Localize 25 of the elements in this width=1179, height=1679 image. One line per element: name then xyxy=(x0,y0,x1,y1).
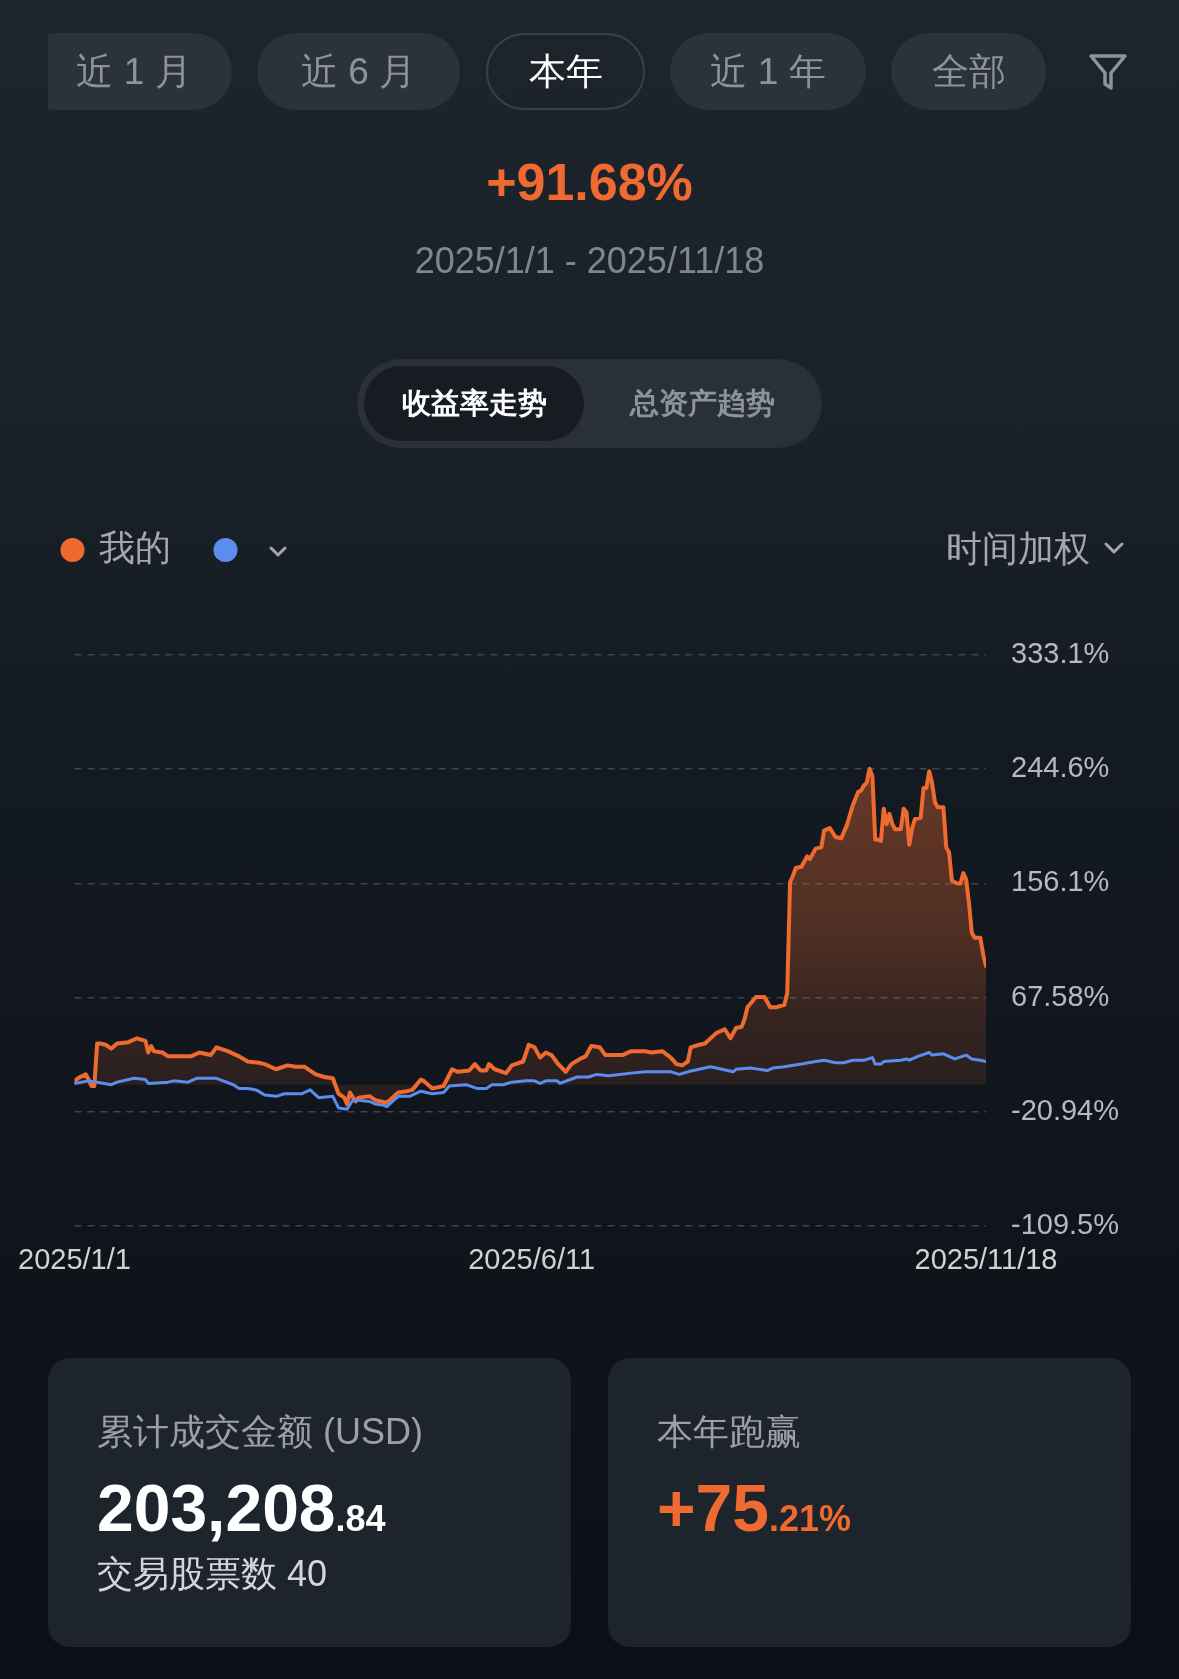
text: 本年跑赢 xyxy=(657,1410,801,1454)
text: 203,208.84 xyxy=(97,1471,386,1545)
y-tick-label: 244.6% xyxy=(1011,751,1110,784)
text: 全部 xyxy=(891,33,1046,110)
text: 收益率走势 xyxy=(364,366,584,441)
y-tick-label: 67.58% xyxy=(1011,979,1110,1012)
text: 近 1 年 xyxy=(670,33,866,110)
x-tick-label: 2025/6/11 xyxy=(468,1243,596,1276)
x-tick-label: 2025/1/1 xyxy=(18,1243,131,1276)
y-tick-label: 333.1% xyxy=(1011,637,1110,669)
y-tick-label: -20.94% xyxy=(1011,1093,1120,1126)
chart-subtitle: 2025/1/1 - 2025/11/18 xyxy=(413,240,766,282)
text: 近 6 月 xyxy=(257,33,460,110)
y-tick-label: -109.5% xyxy=(1011,1208,1120,1240)
text: 交易股票数 40 xyxy=(97,1552,328,1596)
text: 本年 xyxy=(486,33,645,110)
legend-label: 我的 xyxy=(99,526,171,568)
y-tick-label: 156.1% xyxy=(1011,865,1110,898)
chart-title: +91.68% xyxy=(485,152,694,213)
text: 近 1 月 xyxy=(75,49,193,94)
text: +75.21% xyxy=(657,1471,852,1545)
text: 总资产趋势 xyxy=(628,385,776,421)
text: 累计成交金额 (USD) xyxy=(97,1410,423,1454)
x-tick-label: 2025/11/18 xyxy=(914,1243,1058,1276)
text: 时间加权 xyxy=(945,527,1090,571)
